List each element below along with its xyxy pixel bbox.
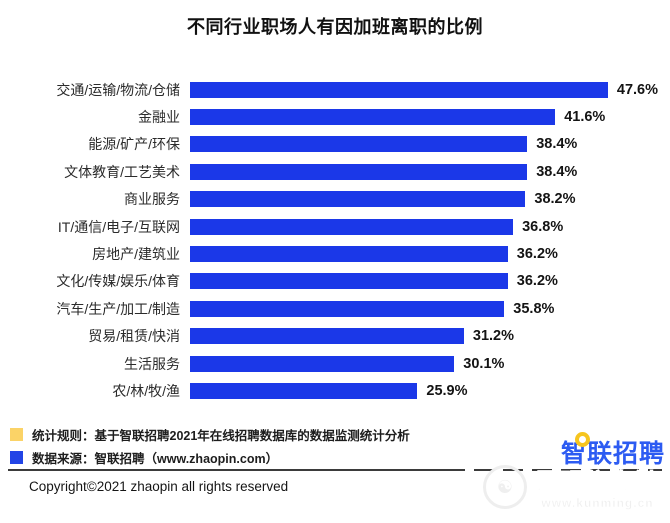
value-label: 41.6% — [564, 109, 606, 126]
category-label: 文体教育/工艺美术 — [64, 163, 180, 180]
value-label: 38.4% — [536, 163, 578, 180]
value-label: 30.1% — [463, 355, 505, 372]
value-label: 36.8% — [522, 218, 564, 235]
bar — [190, 163, 528, 180]
bar — [190, 81, 608, 98]
bar-row: 房地产/建筑业 36.2% — [0, 240, 670, 267]
zhaopin-logo: 智联招聘 — [561, 432, 665, 470]
category-label: 生活服务 — [124, 355, 180, 372]
bar-row: 商业服务 38.2% — [0, 186, 670, 213]
category-label: 商业服务 — [124, 191, 180, 208]
category-label: 农/林/牧/渔 — [112, 382, 180, 399]
bar — [190, 218, 514, 235]
bar — [190, 136, 528, 153]
category-label: 汽车/生产/加工/制造 — [56, 300, 180, 317]
zhaopin-logo-ring-icon — [574, 432, 590, 447]
bar-chart: 交通/运输/物流/仓储 47.6% 金融业 41.6% 能源/矿产/环保 38.4% 文体教… — [0, 76, 670, 405]
chart-title: 不同行业职场人有因加班离职的比例 — [187, 17, 483, 37]
divider-line — [8, 469, 445, 471]
kunming-watermark-url: www.kunming.cn — [541, 496, 654, 511]
value-label: 36.2% — [516, 246, 558, 263]
divider-line-dashed — [445, 469, 662, 471]
bar-row: 汽车/生产/加工/制造 35.8% — [0, 295, 670, 322]
bar-row: 贸易/租赁/快消 31.2% — [0, 323, 670, 350]
category-label: 能源/矿产/环保 — [88, 136, 180, 153]
footnotes: 统计规则：基于智联招聘2021年在线招聘数据库的数据监测统计分析 数据来源：智联… — [10, 423, 410, 469]
legend-swatch-blue — [10, 451, 23, 464]
value-label: 47.6% — [616, 81, 659, 98]
copyright-text: Copyright©2021 zhaopin all rights reserv… — [29, 479, 289, 494]
bar-row: 能源/矿产/环保 38.4% — [0, 131, 670, 158]
bar — [190, 191, 526, 208]
bar-row: 文化/传媒/娱乐/体育 36.2% — [0, 268, 670, 295]
bar-row: 交通/运输/物流/仓储 47.6% — [0, 76, 670, 103]
bar-row: IT/通信/电子/互联网 36.8% — [0, 213, 670, 240]
footnote-rules-text: 统计规则：基于智联招聘2021年在线招聘数据库的数据监测统计分析 — [32, 429, 410, 443]
value-label: 31.2% — [472, 328, 515, 345]
bar-row: 文体教育/工艺美术 38.4% — [0, 158, 670, 185]
bar — [190, 328, 464, 345]
value-label: 36.2% — [516, 273, 558, 290]
kunming-emblem-icon: ☯ — [482, 465, 527, 509]
value-label: 35.8% — [513, 300, 555, 317]
bar — [190, 355, 455, 372]
value-label: 38.4% — [536, 136, 578, 153]
bar — [190, 300, 505, 317]
bar — [190, 273, 508, 290]
category-label: 金融业 — [138, 109, 180, 126]
category-label: 文化/传媒/娱乐/体育 — [56, 273, 180, 290]
bar-row: 农/林/牧/渔 25.9% — [0, 377, 670, 404]
value-label: 38.2% — [534, 191, 576, 208]
footnote-row-source: 数据来源：智联招聘（www.zhaopin.com） — [10, 446, 410, 469]
bar-row: 金融业 41.6% — [0, 103, 670, 130]
category-label: 交通/运输/物流/仓储 — [56, 81, 180, 98]
value-label: 25.9% — [426, 382, 468, 399]
bar — [190, 246, 508, 263]
legend-swatch-yellow — [10, 428, 23, 441]
bar — [190, 382, 418, 399]
footnote-source-text: 数据来源：智联招聘（www.zhaopin.com） — [32, 452, 279, 466]
category-label: 房地产/建筑业 — [92, 246, 180, 263]
category-label: 贸易/租赁/快消 — [88, 328, 180, 345]
category-label: IT/通信/电子/互联网 — [57, 218, 180, 235]
footnote-row-rules: 统计规则：基于智联招聘2021年在线招聘数据库的数据监测统计分析 — [10, 423, 410, 446]
bar-row: 生活服务 30.1% — [0, 350, 670, 377]
bar — [190, 109, 556, 126]
